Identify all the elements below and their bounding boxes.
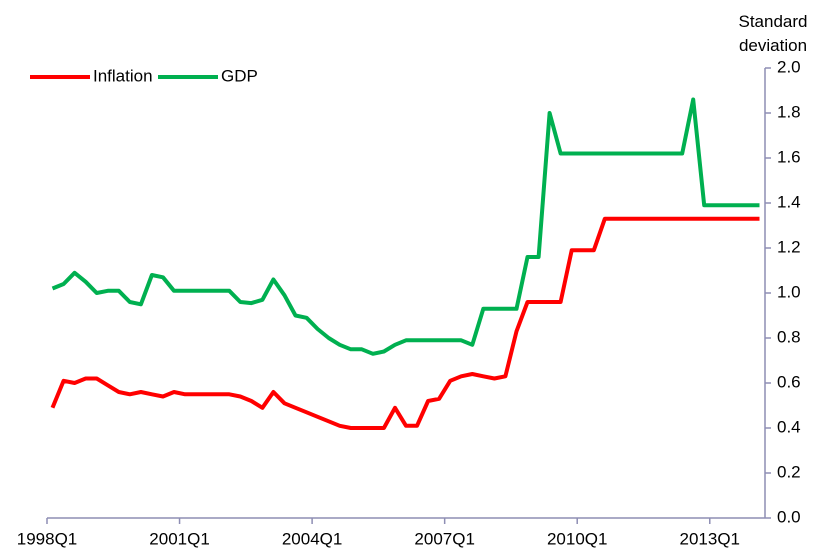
y-tick-label: 1.6 xyxy=(777,147,801,166)
x-tick-label: 2004Q1 xyxy=(282,529,343,548)
x-tick-label: 2007Q1 xyxy=(414,529,475,548)
series-line xyxy=(50,216,760,430)
x-tick-label: 2010Q1 xyxy=(547,529,608,548)
x-tick-label: 1998Q1 xyxy=(17,529,78,548)
y-tick-label: 1.4 xyxy=(777,192,801,211)
y-tick-label: 1.2 xyxy=(777,237,801,256)
y-tick-label: 0.2 xyxy=(777,462,801,481)
y-axis-label: Standard deviation xyxy=(738,12,808,55)
x-tick-label: 2013Q1 xyxy=(680,529,741,548)
x-tick-label: 2001Q1 xyxy=(149,529,210,548)
y-tick-label: 2.0 xyxy=(777,57,801,76)
y-tick-label: 0.6 xyxy=(777,372,801,391)
y-tick-label: 0.0 xyxy=(777,507,801,526)
y-tick-label: 1.0 xyxy=(777,282,801,301)
y-tick-label: 1.8 xyxy=(777,102,801,121)
series-line xyxy=(51,97,760,356)
legend-label: GDP xyxy=(221,66,258,85)
legend-label: Inflation xyxy=(93,66,153,85)
y-tick-label: 0.8 xyxy=(777,327,801,346)
y-tick-label: 0.4 xyxy=(777,417,801,436)
